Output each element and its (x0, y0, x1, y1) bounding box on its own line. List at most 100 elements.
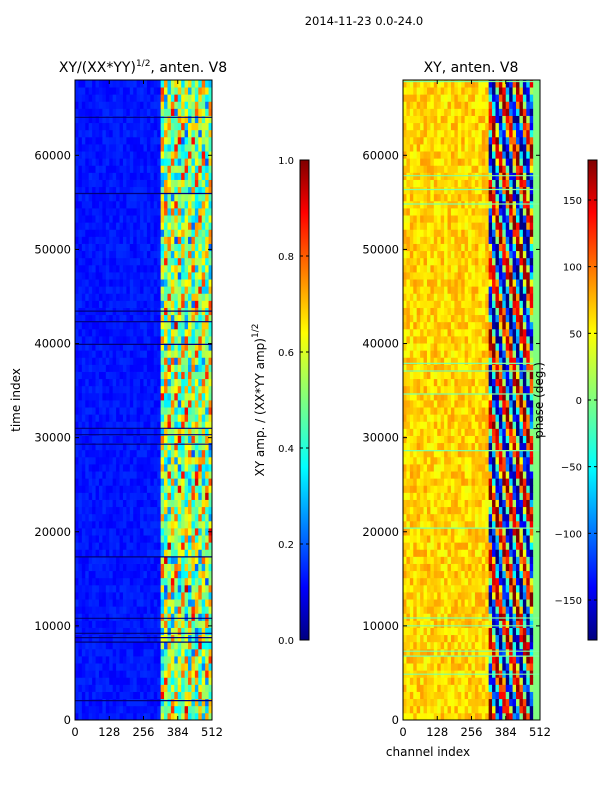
heatmap-cell (78, 116, 82, 124)
heatmap-cell (92, 286, 96, 294)
heatmap-cell (116, 450, 120, 458)
heatmap-cell (113, 123, 117, 131)
heatmap-cell (509, 549, 513, 557)
heatmap-cell (167, 635, 171, 643)
heatmap-cell (157, 130, 161, 138)
heatmap-cell (533, 521, 537, 529)
heatmap-cell (82, 265, 86, 273)
heatmap-cell (82, 393, 86, 401)
heatmap-cell (191, 350, 195, 358)
heatmap-cell (195, 144, 199, 152)
heatmap-cell (185, 357, 189, 365)
heatmap-cell (130, 172, 134, 180)
heatmap-cell (113, 507, 117, 515)
heatmap-cell (202, 450, 206, 458)
heatmap-cell (526, 635, 530, 643)
heatmap-cell (113, 393, 117, 401)
heatmap-cell (137, 571, 141, 579)
heatmap-cell (89, 457, 93, 465)
heatmap-cell (513, 549, 517, 557)
heatmap-cell (202, 180, 206, 188)
heatmap-cell (174, 151, 178, 159)
heatmap-cell (444, 507, 448, 515)
heatmap-cell (427, 706, 431, 714)
heatmap-cell (150, 677, 154, 685)
heatmap-cell (147, 500, 151, 508)
heatmap-cell (205, 165, 209, 173)
heatmap-cell (181, 244, 185, 252)
heatmap-cell (161, 229, 165, 237)
heatmap-cell (137, 158, 141, 166)
heatmap-cell (102, 606, 106, 614)
heatmap-cell (448, 713, 452, 721)
heatmap-cell (205, 478, 209, 486)
left-heatmap (75, 80, 212, 720)
heatmap-cell (75, 222, 79, 230)
heatmap-cell (475, 507, 479, 515)
heatmap-cell (478, 485, 482, 493)
heatmap-cell (523, 642, 527, 650)
heatmap-cell (174, 180, 178, 188)
heatmap-cell (137, 322, 141, 330)
heatmap-cell (472, 521, 476, 529)
heatmap-cell (133, 265, 137, 273)
heatmap-cell (530, 677, 534, 685)
heatmap-cell (75, 144, 79, 152)
heatmap-cell (448, 606, 452, 614)
heatmap-cell (154, 414, 158, 422)
heatmap-cell (92, 357, 96, 365)
heatmap-cell (448, 507, 452, 515)
heatmap-cell (181, 322, 185, 330)
heatmap-cell (137, 642, 141, 650)
heatmap-cell (116, 329, 120, 337)
heatmap-cell (475, 535, 479, 543)
heatmap-cell (195, 251, 199, 259)
heatmap-cell (202, 144, 206, 152)
heatmap-cell (205, 94, 209, 102)
heatmap-cell (489, 642, 493, 650)
heatmap-cell (116, 478, 120, 486)
heatmap-cell (109, 706, 113, 714)
heatmap-cell (99, 670, 103, 678)
heatmap-cell (489, 592, 493, 600)
heatmap-cell (89, 542, 93, 550)
heatmap-cell (147, 649, 151, 657)
heatmap-cell (513, 564, 517, 572)
heatmap-cell (174, 251, 178, 259)
heatmap-cell (516, 606, 520, 614)
heatmap-cell (451, 578, 455, 586)
heatmap-cell (185, 329, 189, 337)
heatmap-cell (140, 144, 144, 152)
heatmap-cell (519, 692, 523, 700)
heatmap-cell (519, 485, 523, 493)
heatmap-cell (133, 94, 137, 102)
heatmap-cell (202, 521, 206, 529)
heatmap-cell (96, 464, 100, 472)
heatmap-cell (403, 542, 407, 550)
heatmap-cell (120, 80, 124, 88)
heatmap-cell (99, 244, 103, 252)
heatmap-cell (82, 464, 86, 472)
heatmap-cell (123, 87, 127, 95)
heatmap-cell (185, 556, 189, 564)
heatmap-cell (96, 613, 100, 621)
heatmap-cell (82, 116, 86, 124)
heatmap-cell (417, 628, 421, 636)
heatmap-cell (205, 514, 209, 522)
heatmap-cell (492, 521, 496, 529)
heatmap-cell (485, 535, 489, 543)
heatmap-cell (126, 158, 130, 166)
heatmap-cell (99, 172, 103, 180)
heatmap-cell (157, 500, 161, 508)
heatmap-cell (82, 329, 86, 337)
heatmap-cell (123, 713, 127, 721)
heatmap-cell (99, 201, 103, 209)
heatmap-cell (99, 507, 103, 515)
heatmap-cell (92, 329, 96, 337)
heatmap-cell (417, 585, 421, 593)
heatmap-cell (185, 414, 189, 422)
heatmap-cell (106, 592, 110, 600)
heatmap-cell (99, 706, 103, 714)
heatmap-cell (420, 599, 424, 607)
heatmap-cell (123, 386, 127, 394)
